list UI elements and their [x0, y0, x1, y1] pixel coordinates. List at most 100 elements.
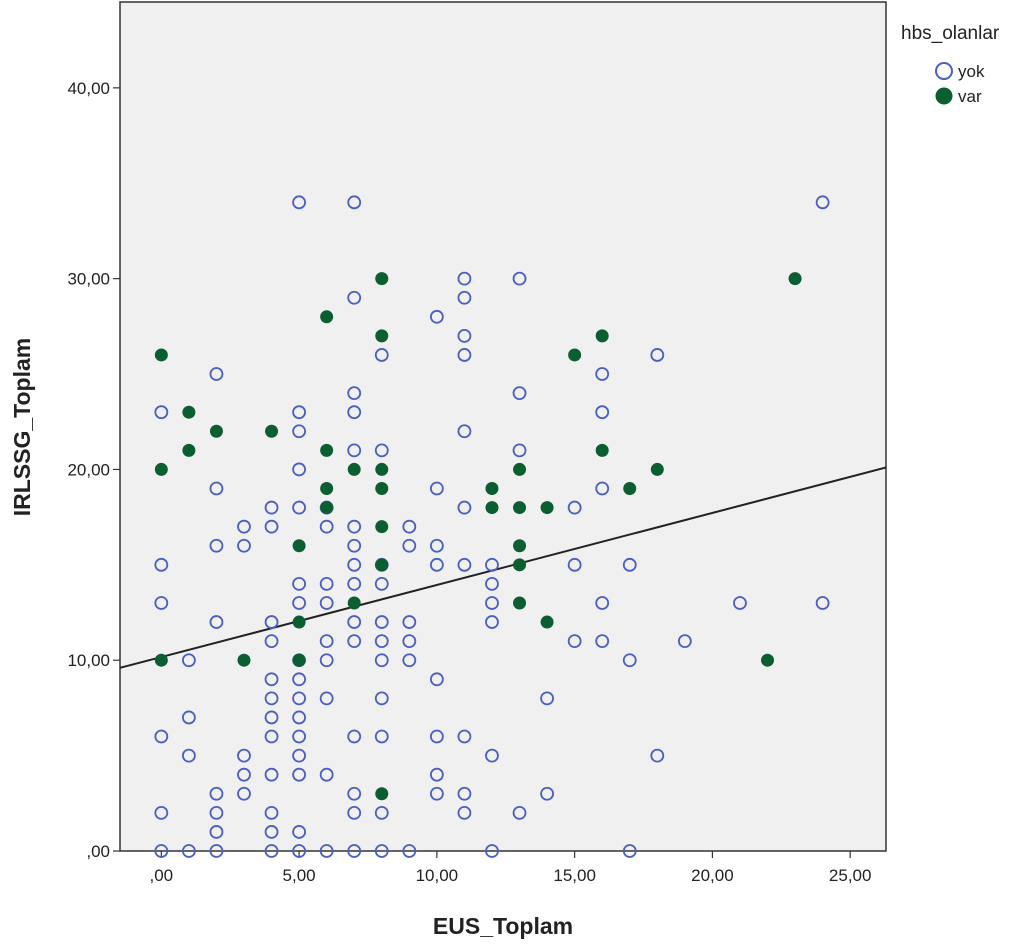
point-yok — [374, 348, 389, 362]
point-yok — [429, 767, 444, 782]
fit-line-layer — [120, 466, 886, 669]
point-yok — [622, 653, 637, 668]
point-var — [154, 462, 168, 476]
point-yok — [374, 576, 389, 591]
y-tick-label: 10,00 — [67, 651, 110, 670]
point-yok — [237, 519, 251, 534]
point-yok — [374, 653, 389, 668]
point-var — [650, 462, 664, 476]
point-yok — [347, 386, 362, 401]
point-yok — [181, 748, 196, 763]
point-yok — [264, 519, 279, 534]
point-yok — [650, 748, 665, 763]
point-yok — [154, 596, 169, 610]
point-yok — [292, 424, 307, 439]
point-yok — [512, 443, 527, 458]
point-var — [320, 501, 334, 515]
point-var — [375, 272, 389, 286]
point-yok — [650, 348, 665, 362]
point-yok — [429, 481, 444, 496]
point-yok — [540, 691, 554, 706]
point-var — [292, 615, 306, 629]
point-yok — [429, 729, 444, 744]
point-yok — [154, 844, 169, 858]
point-yok — [457, 348, 472, 362]
point-var — [237, 653, 251, 667]
point-yok — [677, 634, 692, 649]
point-yok — [347, 538, 362, 553]
point-yok — [209, 805, 224, 820]
point-var — [540, 501, 554, 515]
point-var — [595, 443, 609, 457]
point-yok — [402, 519, 417, 534]
point-yok — [154, 729, 169, 744]
point-yok — [567, 557, 582, 572]
point-yok — [209, 825, 224, 839]
point-yok — [402, 634, 417, 649]
point-yok — [319, 844, 334, 858]
point-var — [513, 596, 527, 610]
point-yok — [485, 576, 499, 591]
point-yok — [319, 519, 334, 534]
x-axis-title: EUS_Toplam — [433, 913, 573, 939]
point-yok — [815, 596, 830, 610]
point-yok — [374, 634, 389, 649]
legend-marker-var — [935, 87, 953, 105]
point-yok — [347, 519, 362, 534]
point-yok — [292, 195, 307, 210]
point-var — [154, 653, 168, 667]
point-yok — [347, 557, 362, 572]
point-yok — [264, 634, 279, 649]
point-yok — [457, 271, 472, 286]
y-tick-label: ,00 — [86, 842, 110, 861]
point-yok — [209, 481, 224, 496]
point-yok — [154, 805, 169, 820]
point-yok — [374, 691, 389, 706]
point-var — [375, 329, 389, 343]
x-tick-label: 5,00 — [283, 866, 316, 885]
y-axis: ,00 10,00 20,00 30,00 40,00 — [67, 79, 120, 861]
legend-label-yok: yok — [958, 62, 985, 81]
point-yok — [292, 596, 307, 610]
point-var — [485, 501, 499, 515]
point-yok — [457, 729, 472, 744]
point-yok — [595, 367, 610, 381]
point-var — [513, 539, 527, 553]
point-yok — [374, 844, 389, 858]
plot-area — [119, 1, 887, 852]
point-yok — [595, 481, 610, 496]
point-yok — [264, 710, 279, 725]
point-var — [265, 424, 279, 438]
point-yok — [209, 538, 224, 553]
fit-line — [120, 466, 886, 669]
point-yok — [264, 844, 279, 858]
point-yok — [595, 405, 610, 420]
x-tick-label: 10,00 — [416, 866, 459, 885]
point-yok — [264, 672, 279, 687]
point-yok — [292, 672, 307, 687]
point-yok — [237, 767, 251, 782]
point-var — [595, 329, 609, 343]
point-yok — [485, 596, 499, 610]
point-var — [209, 424, 223, 438]
point-yok — [264, 729, 279, 744]
point-yok — [292, 462, 307, 477]
point-yok — [154, 405, 169, 420]
point-yok — [264, 825, 279, 839]
point-yok — [567, 500, 582, 515]
x-tick-label: ,00 — [150, 866, 174, 885]
point-yok — [457, 424, 472, 439]
point-yok — [209, 786, 224, 801]
x-tick-label: 15,00 — [553, 866, 596, 885]
point-yok — [512, 271, 527, 286]
point-yok — [595, 596, 610, 610]
legend-marker-yok — [935, 62, 953, 80]
point-var — [375, 520, 389, 534]
point-yok — [540, 786, 554, 801]
point-yok — [402, 844, 417, 858]
point-var — [513, 501, 527, 515]
point-var — [761, 653, 775, 667]
point-var — [623, 482, 637, 496]
point-yok — [347, 634, 362, 649]
